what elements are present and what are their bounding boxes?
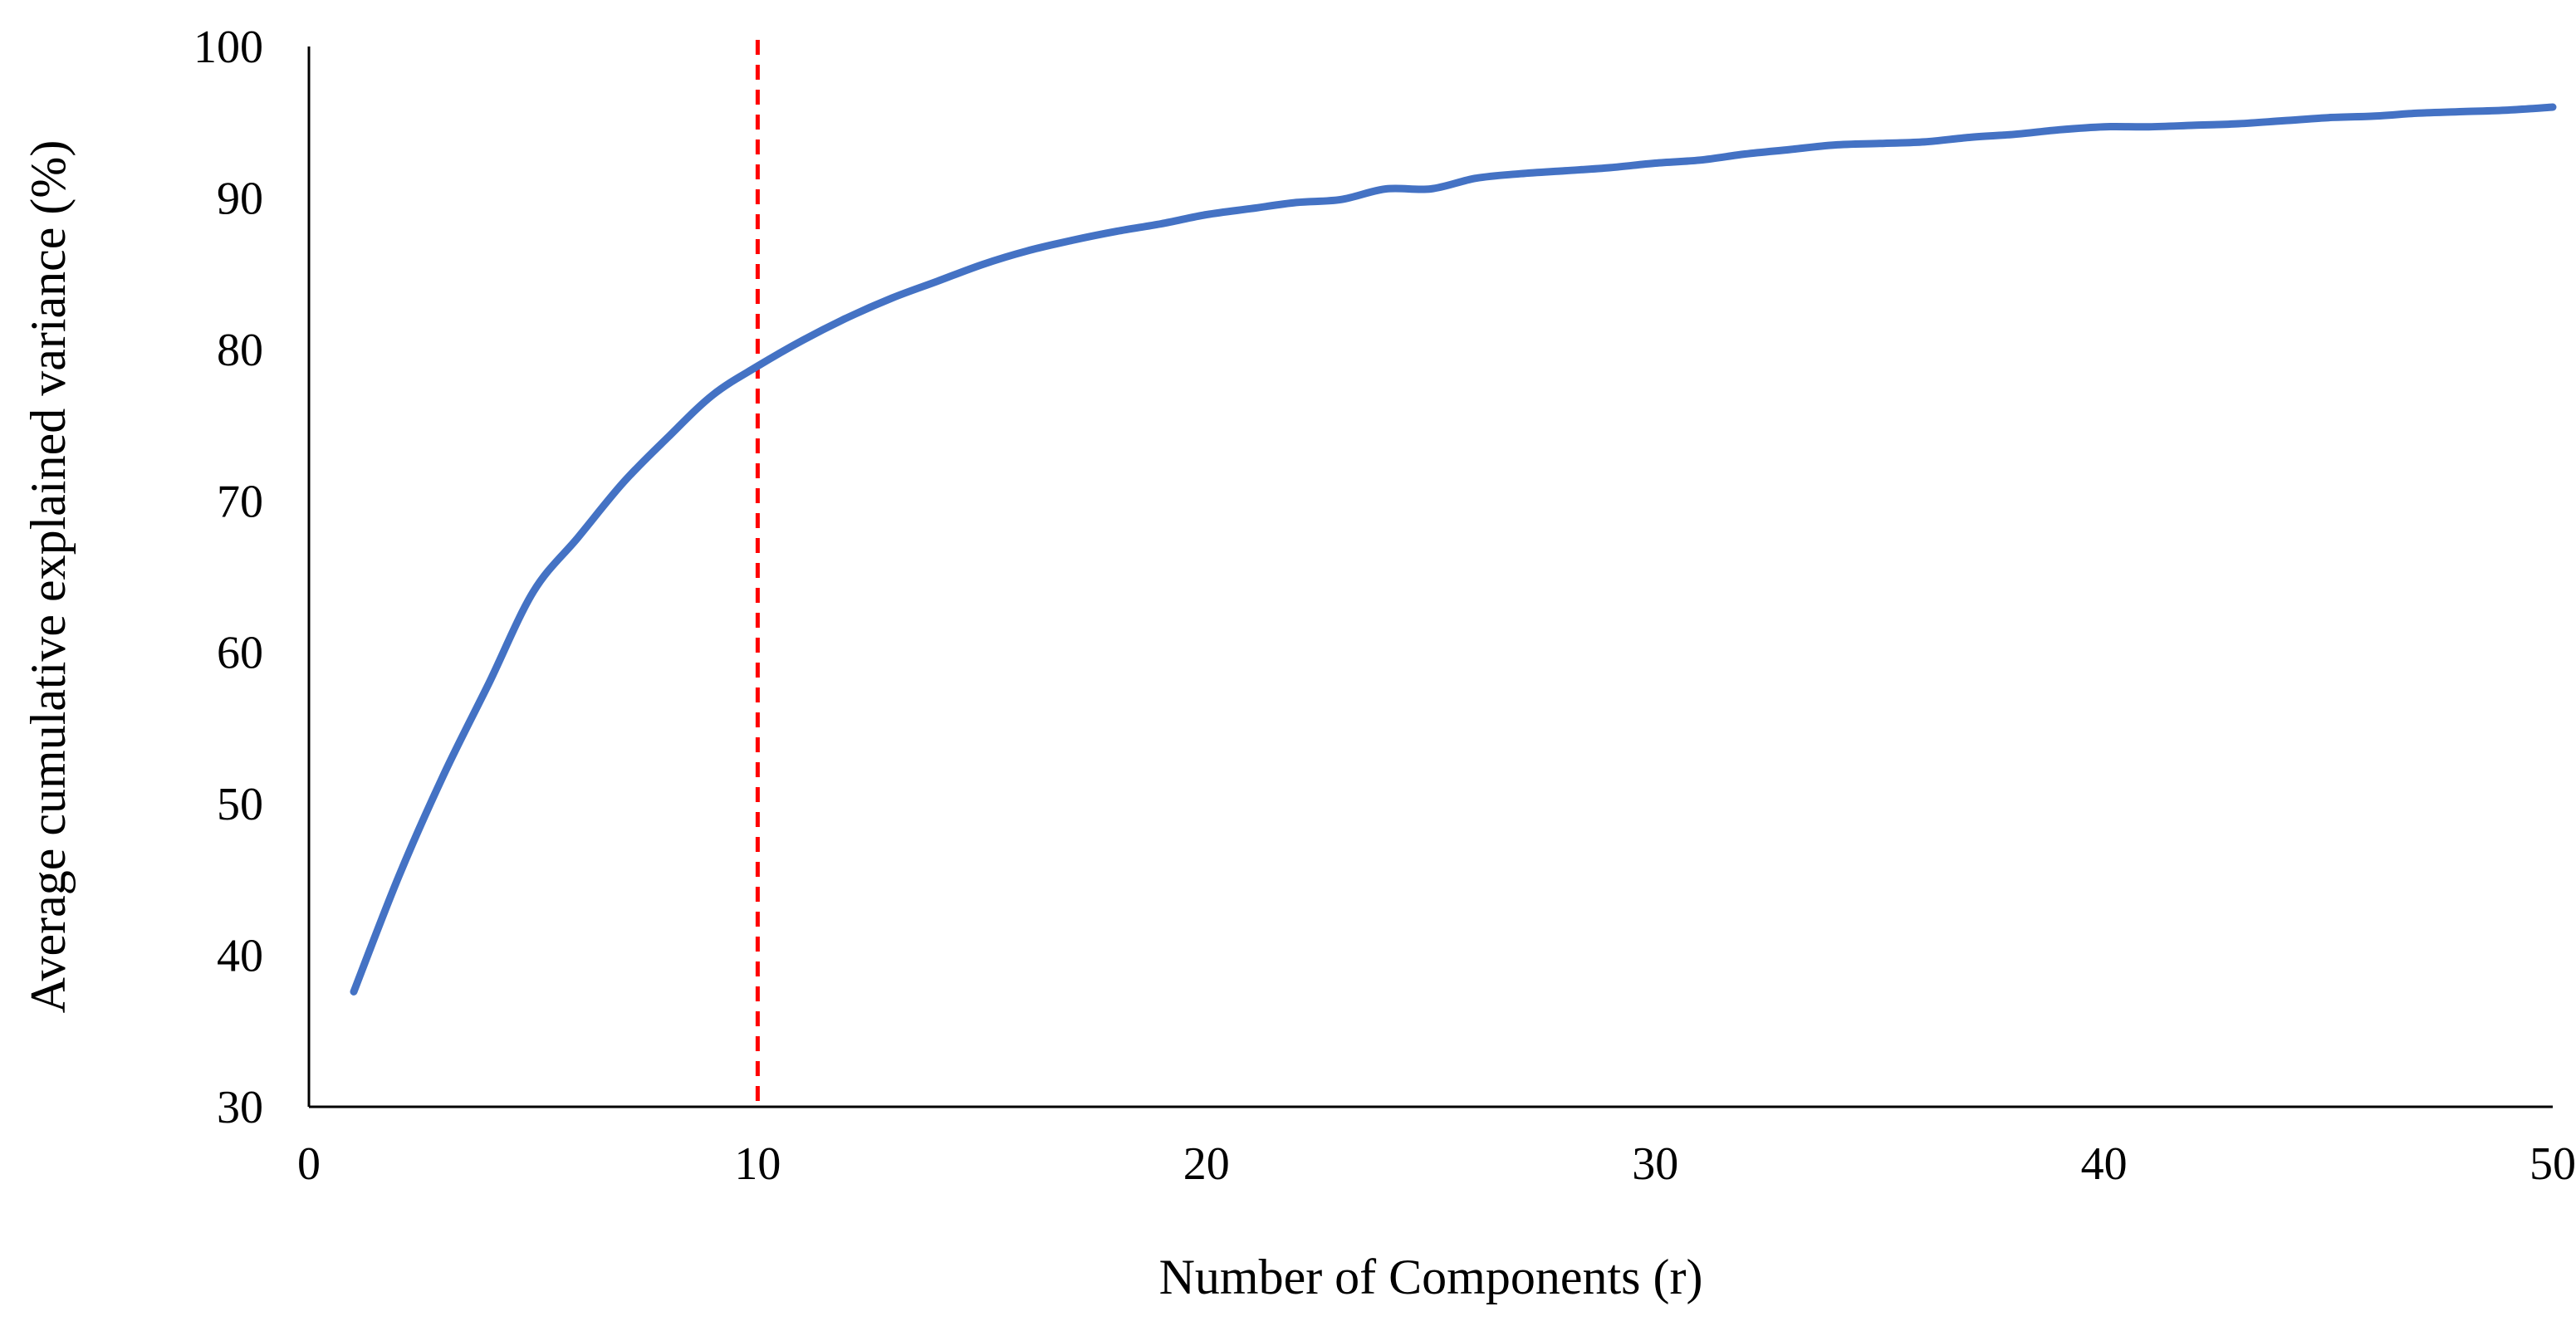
data-point: [2370, 113, 2377, 120]
data-point: [1517, 170, 1524, 177]
data-point: [1741, 151, 1748, 158]
data-point: [2146, 124, 2152, 130]
data-point: [1293, 199, 1300, 206]
data-point: [1562, 168, 1569, 174]
x-tick-label: 50: [2529, 1138, 2576, 1190]
data-point: [1203, 212, 1210, 218]
data-point: [1876, 140, 1883, 147]
y-tick-label: 50: [217, 779, 263, 830]
y-tick-label: 70: [217, 476, 263, 527]
data-point: [754, 363, 761, 369]
data-point: [979, 262, 986, 268]
y-tick-label: 60: [217, 628, 263, 679]
data-point: [2011, 131, 2018, 138]
y-tick-label: 30: [217, 1082, 263, 1133]
series-layer: [350, 103, 2557, 996]
data-point: [2460, 108, 2466, 115]
data-point: [1831, 142, 1838, 149]
data-point: [1338, 196, 1344, 203]
series-line: [350, 103, 2557, 996]
data-point: [1697, 157, 1703, 164]
data-point: [1383, 186, 1389, 193]
data-point: [485, 681, 492, 687]
y-tick-label: 40: [217, 931, 263, 982]
data-point: [799, 337, 806, 344]
data-point: [1966, 135, 1973, 141]
x-tick-label: 10: [734, 1138, 781, 1190]
data-point: [889, 295, 896, 301]
data-point: [1158, 220, 1165, 227]
data-point: [2325, 115, 2332, 121]
data-point: [2280, 117, 2287, 124]
x-tick-labels: 0 10 20 30 40 50: [297, 1138, 2576, 1190]
data-point: [934, 278, 941, 285]
data-point: [1786, 146, 1793, 153]
x-tick-label: 20: [1183, 1138, 1230, 1190]
data-point: [2236, 120, 2242, 127]
data-point: [530, 589, 536, 595]
x-tick-label: 30: [1632, 1138, 1678, 1190]
y-tick-labels: 30 40 50 60 70 80 90 100: [193, 22, 263, 1133]
data-point: [1472, 175, 1479, 182]
data-point: [2505, 107, 2511, 114]
y-tick-label: 100: [193, 22, 263, 73]
data-point: [395, 873, 402, 880]
data-point: [575, 534, 581, 541]
y-tick-label: 80: [217, 325, 263, 376]
data-point: [350, 988, 357, 995]
data-point: [664, 434, 671, 441]
data-point: [440, 772, 447, 779]
data-point: [2191, 122, 2197, 129]
data-point: [2056, 126, 2063, 133]
data-point: [620, 479, 626, 486]
y-tick-label: 90: [217, 173, 263, 224]
data-point: [2101, 124, 2108, 130]
data-point: [1024, 247, 1031, 254]
data-point: [1248, 205, 1255, 212]
data-point: [1607, 164, 1614, 171]
data-point: [2549, 104, 2556, 110]
data-point: [2415, 110, 2422, 116]
data-point: [1428, 186, 1434, 193]
x-axis-title: Number of Components (r): [1159, 1250, 1703, 1304]
data-point: [1652, 160, 1658, 167]
x-tick-label: 40: [2081, 1138, 2128, 1190]
data-point: [1114, 228, 1120, 235]
x-tick-label: 0: [297, 1138, 321, 1190]
data-point: [709, 392, 716, 399]
data-point: [1069, 237, 1075, 244]
data-point: [845, 315, 851, 321]
axes: [307, 46, 2553, 1108]
y-axis-title: Average cumulative explained variance (%…: [21, 140, 76, 1014]
data-point: [1921, 139, 1927, 145]
